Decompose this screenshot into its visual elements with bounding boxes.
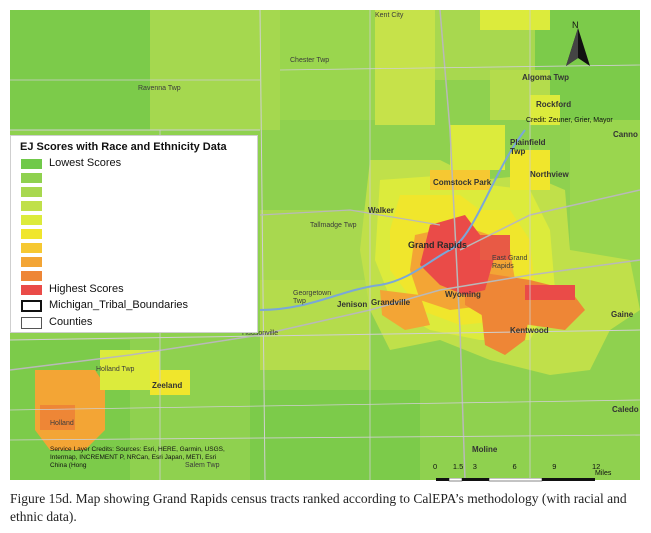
legend-swatch-3 <box>21 187 42 197</box>
legend-lowest-label: Lowest Scores <box>49 157 122 169</box>
place-east-grand-rapids: East Grand Rapids <box>492 255 528 270</box>
county-line-west <box>259 10 266 480</box>
legend-counties-label: Counties <box>49 316 93 328</box>
place-moline: Moline <box>472 445 498 454</box>
scale-tick-2: 3 <box>472 462 477 471</box>
place-holland: Holland <box>50 420 74 427</box>
scale-unit: Miles <box>595 470 612 477</box>
figure-caption: Figure 15d. Map showing Grand Rapids cen… <box>10 491 627 524</box>
map-tracts <box>10 10 640 480</box>
place-rockford: Rockford <box>536 100 572 109</box>
tract-chester-area <box>280 10 375 120</box>
legend-swatch-5 <box>21 215 42 225</box>
place-algoma-twp: Algoma Twp <box>522 73 569 82</box>
tract-salem-area <box>130 380 250 480</box>
tract-downtown-red <box>420 215 495 295</box>
legend-highest-label: Highest Scores <box>49 283 124 295</box>
tract-kentwood-red <box>525 285 575 300</box>
county-line-south <box>10 329 640 341</box>
place-wyoming: Wyoming <box>445 290 481 299</box>
legend-swatch-2 <box>21 173 42 183</box>
place-zeeland: Zeeland <box>152 381 183 390</box>
place-gaines: Gaine <box>611 310 634 319</box>
road-minor-4 <box>10 434 640 441</box>
grand-river <box>259 129 526 311</box>
legend-swatch-10 <box>21 285 42 295</box>
tract-cedar-springs <box>480 10 550 30</box>
tract-kentwood-orange <box>480 295 530 355</box>
place-grandville: Grandville <box>371 298 411 307</box>
tract-comstock-park <box>430 170 490 190</box>
tract-tallmadge <box>260 210 370 280</box>
road-lake-michigan-dr <box>259 209 441 226</box>
map-canvas[interactable]: Kent City Ravenna Twp Chester Twp Algoma… <box>10 10 640 480</box>
map-legend: EJ Scores with Race and Ethnicity Data L… <box>10 135 258 333</box>
legend-swatch-6 <box>21 229 42 239</box>
tract-northwest <box>10 10 150 130</box>
north-arrow-icon <box>565 22 591 74</box>
place-chester-twp: Chester Twp <box>290 57 330 64</box>
tract-north-corridor <box>375 10 435 125</box>
scale-tick-5: 12 <box>592 462 601 471</box>
scale-tick-0: 0 <box>433 462 438 471</box>
place-georgetown-twp: Georgetown Twp <box>293 290 332 305</box>
legend-title: EJ Scores with Race and Ethnicity Data <box>20 141 227 153</box>
road-minor-2 <box>279 64 640 71</box>
place-grand-rapids: Grand Rapids <box>408 240 468 250</box>
place-tallmadge-twp: Tallmadge Twp <box>310 222 357 229</box>
place-northview: Northview <box>530 170 569 179</box>
place-kent-city: Kent City <box>375 12 404 19</box>
legend-swatch-9 <box>21 271 42 281</box>
road-minor-3 <box>10 399 640 411</box>
place-jenison: Jenison <box>337 300 368 309</box>
place-holland-twp: Holland Twp <box>96 366 135 373</box>
legend-swatch-1 <box>21 159 42 169</box>
tract-zeeland <box>150 370 190 395</box>
legend-swatch-8 <box>21 257 42 267</box>
legend-tribal-swatch <box>21 300 42 312</box>
legend-counties-swatch <box>21 317 42 329</box>
tract-georgetown <box>260 280 370 370</box>
place-caledonia: Caledo <box>612 405 639 414</box>
north-label: N <box>572 20 579 30</box>
place-comstock-park: Comstock Park <box>433 178 492 187</box>
legend-swatch-7 <box>21 243 42 253</box>
tract-ravenna-area <box>150 10 280 130</box>
scale-tick-3: 6 <box>512 462 517 471</box>
place-cannon: Canno <box>613 130 638 139</box>
scale-tick-4: 9 <box>552 462 557 471</box>
road-us131 <box>439 10 466 480</box>
place-plainfield-twp: Plainfield Twp <box>510 138 546 156</box>
place-salem-twp: Salem Twp <box>185 462 220 469</box>
map-credit: Credit: Zeuner, Grier, Mayor <box>526 117 613 124</box>
service-layer-credits: Service Layer Credits: Sources: Esri, HE… <box>50 446 225 469</box>
scale-bar <box>436 471 596 482</box>
legend-tribal-label: Michigan_Tribal_Boundaries <box>49 299 189 311</box>
tract-plainfield <box>450 125 505 170</box>
scale-tick-1: 1.5 <box>452 462 464 471</box>
legend-swatch-4 <box>21 201 42 211</box>
place-kentwood: Kentwood <box>510 326 549 335</box>
tract-east-hills-red <box>480 235 510 260</box>
place-hudsonville: Hudsonville <box>242 330 279 337</box>
tract-grandville-orange <box>380 290 430 330</box>
place-ravenna-twp: Ravenna Twp <box>138 85 181 92</box>
tract-rockford-town <box>530 95 560 125</box>
place-walker: Walker <box>368 206 394 215</box>
